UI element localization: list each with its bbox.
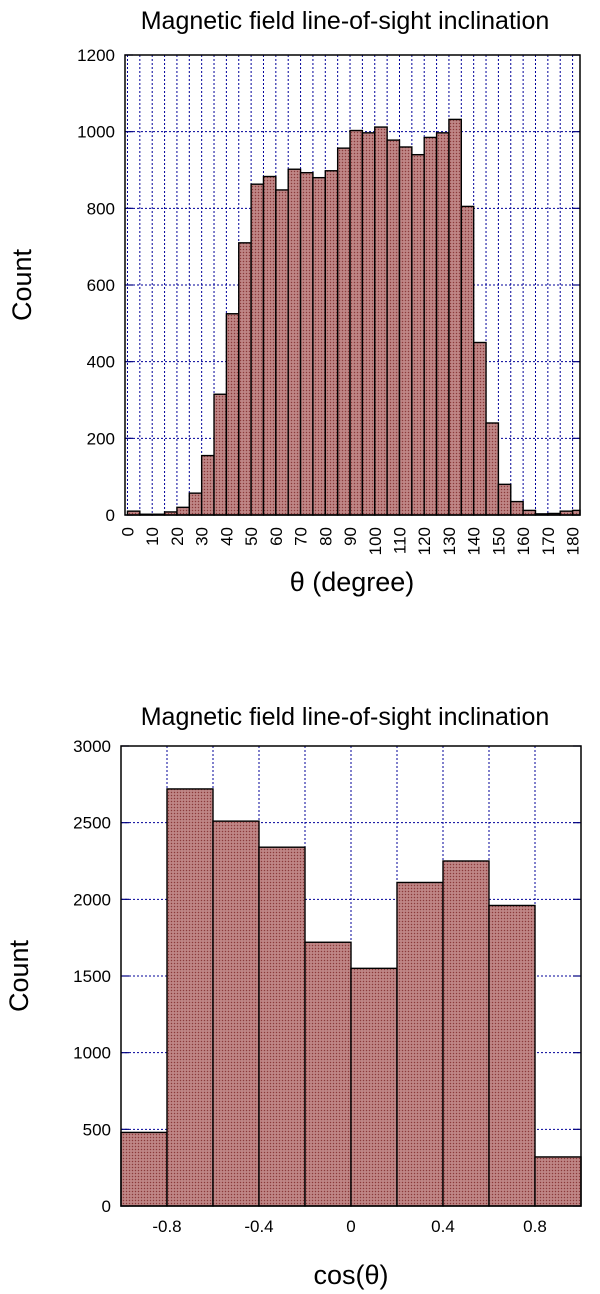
x-tick-label: 0.8	[523, 1217, 547, 1236]
histogram-bar	[336, 147, 351, 516]
y-tick-label: 2000	[73, 890, 111, 909]
x-tick-label: 40	[217, 527, 236, 546]
histogram-bar	[485, 422, 500, 516]
bars	[126, 118, 581, 516]
x-tick-label: -0.8	[152, 1217, 181, 1236]
histogram-bar	[510, 500, 524, 516]
y-axis-label: Count	[7, 248, 37, 321]
histogram-bar	[361, 132, 376, 516]
x-tick-label: 130	[440, 527, 459, 555]
x-tick-label: 80	[316, 527, 335, 546]
chart-title: Magnetic field line-of-sight inclination	[141, 7, 550, 35]
histogram-bar	[472, 341, 487, 516]
histogram-bar	[386, 139, 401, 516]
histogram-bar	[396, 881, 444, 1207]
y-tick-label: 0	[102, 1197, 111, 1216]
y-tick-label: 3000	[73, 737, 111, 756]
x-axis-label: θ (degree)	[290, 567, 415, 597]
histogram-bar	[350, 967, 398, 1207]
x-tick-label: 110	[390, 527, 409, 554]
histogram-bar	[304, 941, 352, 1207]
histogram-bar	[258, 846, 306, 1207]
plot-frame	[124, 54, 581, 516]
histogram-bar	[213, 393, 228, 516]
histogram-bar	[497, 483, 512, 516]
y-tick-labels: 0 200 400 600 800 1000 1200	[77, 46, 115, 525]
y-tick-label: 1200	[77, 46, 115, 65]
x-tick-label: 160	[514, 527, 533, 555]
y-tick-labels: 0 500 1000 1500 2000 2500 3000	[73, 737, 111, 1216]
histogram-bar	[349, 129, 364, 516]
histogram-bar	[312, 176, 326, 516]
x-tick-label: 170	[539, 527, 558, 555]
histogram-bar	[460, 205, 475, 516]
bars	[120, 788, 582, 1207]
y-tick-label: 1000	[73, 1044, 111, 1063]
chart-title: Magnetic field line-of-sight inclination	[141, 703, 550, 731]
x-axis-label: cos(θ)	[313, 1260, 388, 1290]
histogram-bar	[225, 313, 240, 516]
x-tick-label: 0	[118, 527, 137, 536]
y-tick-label: 1000	[77, 123, 115, 142]
histogram-bar	[188, 492, 203, 516]
x-tick-label: 30	[193, 527, 212, 546]
histogram-bar	[120, 1131, 168, 1207]
x-tick-label: 140	[465, 527, 484, 555]
histogram-bar	[442, 860, 490, 1207]
histogram-bar	[212, 820, 260, 1207]
histogram-bar	[275, 189, 289, 516]
histogram-bar	[200, 454, 215, 516]
histogram-bar	[166, 788, 214, 1207]
histogram-bar	[262, 175, 277, 516]
x-tick-label: 100	[366, 527, 385, 555]
histogram-bar	[448, 118, 463, 516]
x-tick-label: 0	[346, 1217, 355, 1236]
histogram-bar	[411, 153, 425, 516]
histogram-bar	[488, 904, 536, 1207]
histogram-bar	[324, 170, 339, 516]
x-tick-label: 60	[267, 527, 286, 546]
y-tick-label: 800	[87, 199, 115, 218]
x-tick-labels: -0.8 -0.4 0 0.4 0.8	[152, 1217, 546, 1236]
histogram-bar	[534, 1156, 582, 1207]
histogram-bar	[374, 126, 388, 516]
y-tick-label: 600	[87, 276, 115, 295]
x-tick-label: 90	[341, 527, 360, 546]
x-tick-label: -0.4	[244, 1217, 273, 1236]
histogram-bar	[299, 171, 314, 516]
histogram-bar	[250, 183, 265, 516]
inclination-histogram-cos-theta: Magnetic field line-of-sight inclination…	[4, 703, 582, 1290]
histogram-bar	[287, 168, 302, 516]
plot-frame	[120, 745, 582, 1207]
histogram-bar	[176, 506, 190, 516]
histogram-bar	[398, 146, 413, 516]
y-tick-label: 2500	[73, 814, 111, 833]
y-tick-label: 500	[83, 1120, 111, 1139]
x-tick-labels: 0 10 20 30 40 50 60 70 80 90 100 110 120 130 140 150 160…	[118, 527, 582, 555]
y-axis-label: Count	[4, 939, 34, 1012]
x-tick-label: 10	[143, 527, 162, 546]
histogram-bar	[435, 132, 450, 516]
y-tick-label: 400	[87, 353, 115, 372]
x-tick-label: 50	[242, 527, 261, 546]
y-tick-label: 0	[106, 506, 115, 525]
x-tick-label: 120	[415, 527, 434, 555]
x-tick-label: 180	[564, 527, 583, 555]
histogram-bar	[238, 242, 252, 516]
x-tick-label: 20	[168, 527, 187, 546]
x-tick-label: 150	[489, 527, 508, 555]
x-tick-label: 0.4	[431, 1217, 455, 1236]
histogram-bar	[423, 136, 438, 516]
inclination-histogram-theta: Magnetic field line-of-sight inclination…	[7, 7, 583, 597]
y-tick-label: 200	[87, 429, 115, 448]
x-tick-label: 70	[292, 527, 311, 546]
y-tick-label: 1500	[73, 967, 111, 986]
